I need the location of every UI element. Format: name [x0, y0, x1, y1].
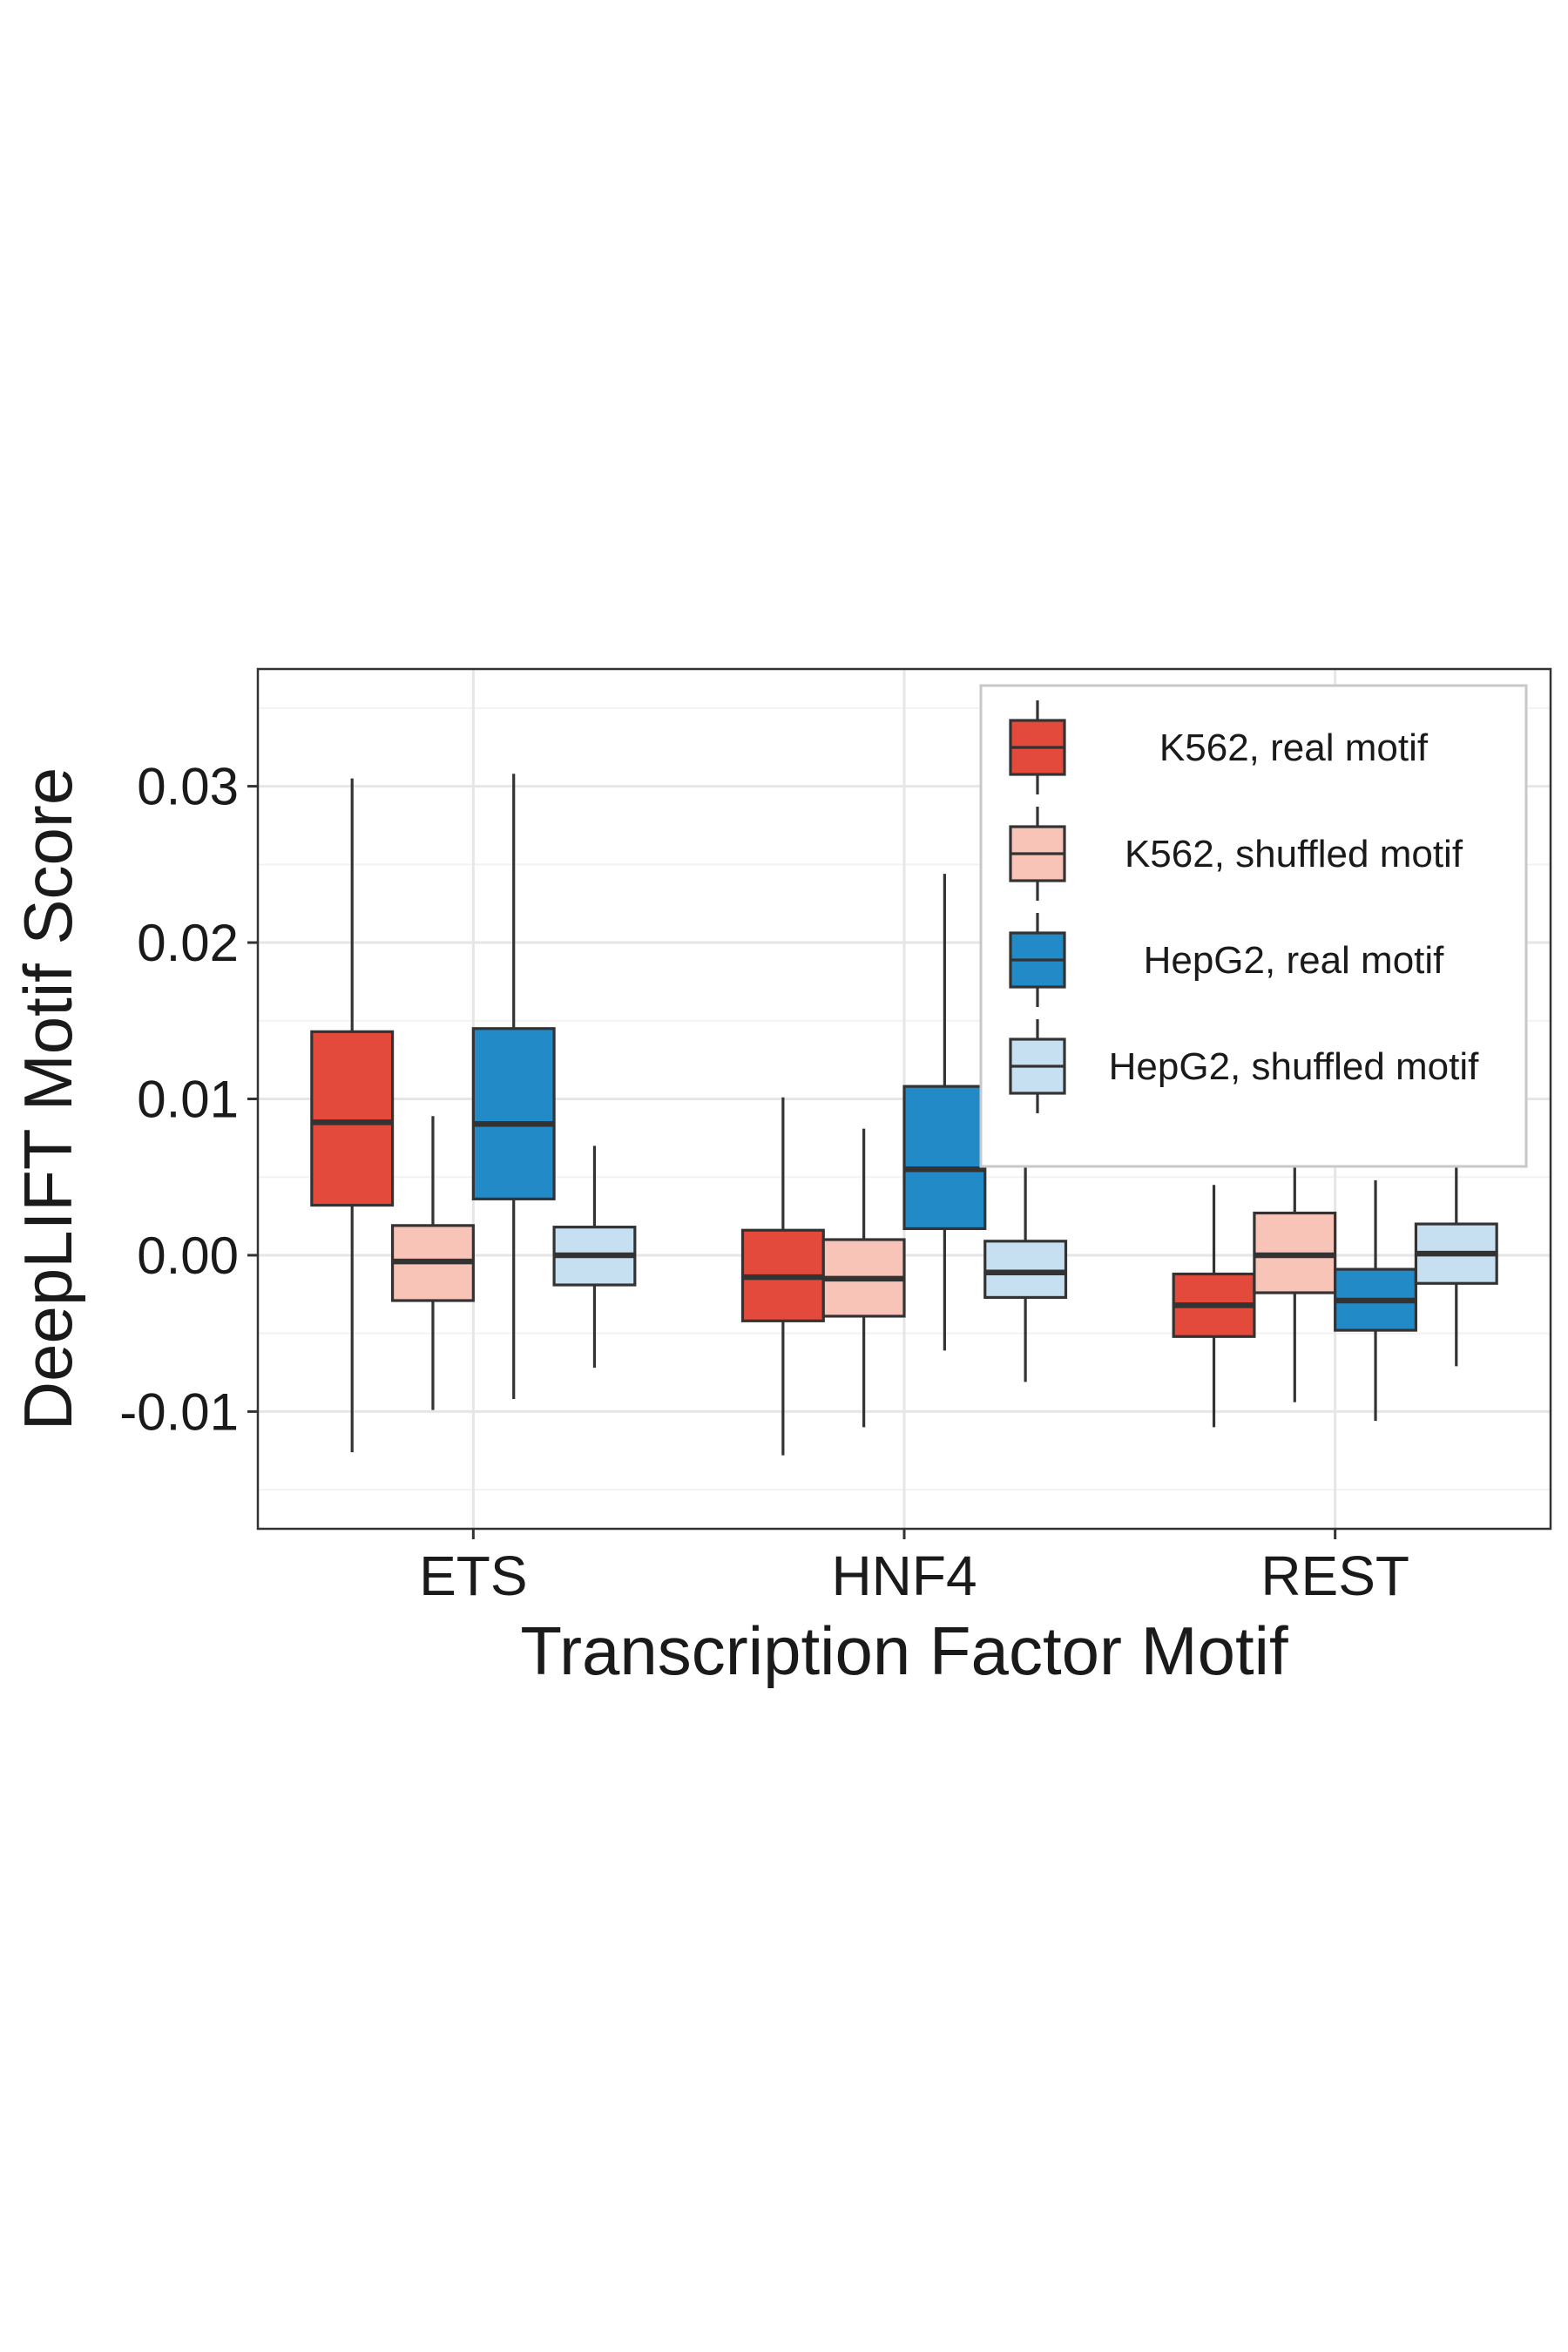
x-tick-label: ETS [419, 1544, 527, 1607]
box-iqr [902, 1085, 987, 1231]
y-axis-title: DeepLIFT Motif Score [10, 767, 86, 1431]
legend-label: K562, shuffled motif [1125, 833, 1463, 875]
legend-label: K562, real motif [1159, 727, 1429, 769]
box-ets [310, 778, 395, 1453]
y-tick-label: -0.01 [119, 1382, 239, 1441]
legend-item: K562, shuffled motif [1009, 807, 1463, 901]
y-tick-label: 0.00 [137, 1227, 239, 1285]
box-hnf4 [821, 1128, 906, 1428]
box-hnf4 [983, 1130, 1068, 1382]
box-iqr [983, 1240, 1068, 1300]
x-axis-ticks: ETS HNF4 REST [419, 1529, 1409, 1607]
y-tick-label: 0.02 [137, 914, 239, 972]
series-k562-real-motif [310, 778, 1256, 1456]
legend-box [979, 684, 1528, 1168]
box-rest [1334, 1179, 1418, 1422]
box-series [310, 774, 1498, 1456]
legend-item: HepG2, shuffled motif [1009, 1019, 1480, 1113]
box-iqr [310, 1030, 395, 1207]
y-tick-label: 0.01 [137, 1071, 239, 1129]
box-ets [471, 774, 556, 1400]
series-k562-shuffled-motif [390, 973, 1337, 1428]
legend-label: HepG2, shuffled motif [1109, 1045, 1480, 1088]
x-tick-label: REST [1260, 1544, 1409, 1607]
legend-label: HepG2, real motif [1144, 939, 1445, 982]
legend: K562, real motif K562, shuffled motif HepG… [979, 684, 1528, 1168]
series-hepg2-real-motif [471, 774, 1418, 1422]
x-tick-label: HNF4 [831, 1544, 977, 1607]
box-iqr [471, 1027, 556, 1200]
legend-item: K562, real motif [1009, 700, 1429, 794]
box-rest [1172, 1185, 1256, 1428]
x-axis-title: Transcription Factor Motif [520, 1612, 1288, 1689]
legend-item: HepG2, real motif [1009, 913, 1445, 1007]
box-ets [390, 1116, 475, 1410]
y-axis-ticks: -0.01 0.00 0.01 0.02 0.03 [119, 758, 258, 1441]
box-rest [1253, 973, 1337, 1402]
box-ets [552, 1146, 637, 1369]
box-hnf4 [740, 1097, 825, 1456]
series-hepg2-shuffled-motif [552, 957, 1498, 1382]
y-tick-label: 0.03 [137, 758, 239, 816]
